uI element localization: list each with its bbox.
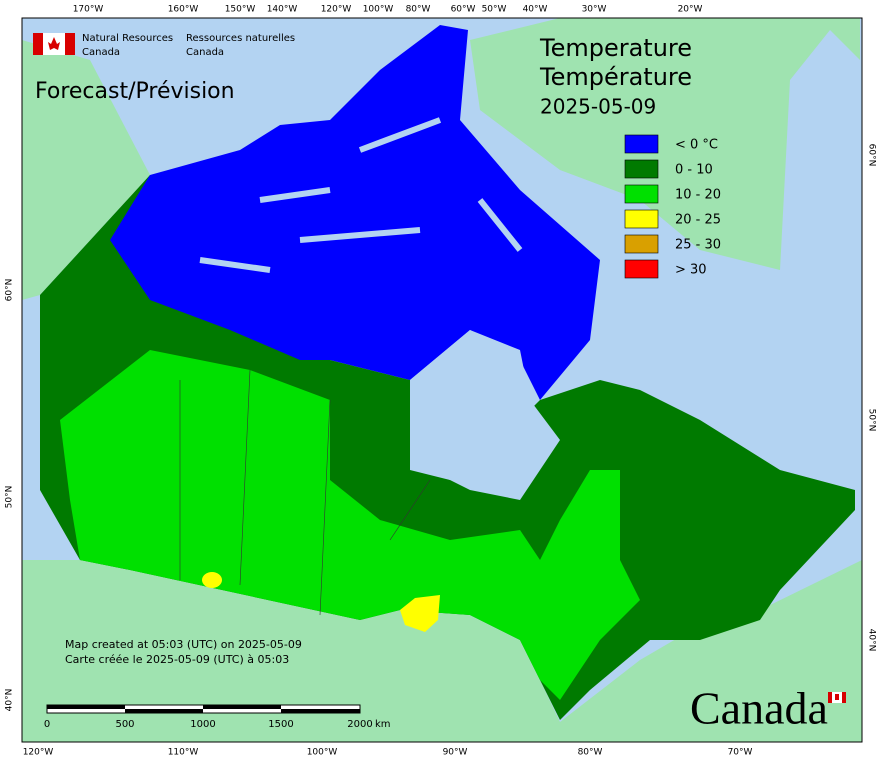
scale-seg (203, 705, 281, 709)
lat-label: 40°N (5, 689, 15, 712)
lon-label: 160°W (168, 5, 199, 15)
lon-label: 30°W (582, 5, 607, 15)
lon-label: 20°W (678, 5, 703, 15)
legend-swatch (624, 184, 659, 204)
scale-unit: km (375, 719, 391, 730)
lat-label: 40°N (867, 629, 877, 652)
legend-swatch (624, 134, 659, 154)
legend-label: 0 - 10 (675, 163, 713, 178)
lon-label: 80°W (406, 5, 431, 15)
legend-swatch (624, 209, 659, 229)
scale-label: 1000 (190, 719, 215, 730)
scale-bar (46, 704, 361, 714)
zone-20-25 (202, 572, 222, 588)
usa (22, 560, 862, 742)
scale-label: 2000 (347, 719, 372, 730)
title-en: Temperature (539, 34, 692, 62)
lon-label: 110°W (168, 748, 199, 758)
wordmark-flag (828, 692, 846, 703)
lon-label: 60°W (451, 5, 476, 15)
legend-label: 25 - 30 (675, 238, 721, 253)
legend-swatch (624, 259, 659, 279)
lat-label: 60°N (867, 144, 877, 167)
legend-label: 10 - 20 (675, 188, 721, 203)
alaska (22, 40, 150, 300)
title-fr: Température (539, 63, 692, 91)
map-frame (21, 17, 863, 743)
nrcan-flag (33, 33, 75, 55)
scale-seg (125, 709, 203, 713)
scale-seg (281, 709, 360, 713)
lon-label: 40°W (523, 5, 548, 15)
lat-label: 50°N (867, 409, 877, 432)
lat-label: 50°N (5, 486, 15, 509)
department-fr: Ressources naturelles (186, 33, 295, 44)
legend-label: < 0 °C (675, 138, 718, 153)
wm-flag-leaf (835, 694, 839, 700)
scale-label: 0 (44, 719, 50, 730)
zone-10-20 (60, 350, 640, 700)
wm-flag-bar (842, 692, 846, 703)
map (21, 17, 863, 743)
lon-label: 100°W (307, 748, 338, 758)
zone-20-25 (400, 595, 440, 632)
flag-bar (33, 33, 43, 55)
department-en: Canada (82, 47, 120, 58)
department-fr: Canada (186, 47, 224, 58)
scale-seg (47, 705, 125, 709)
title-date: 2025-05-09 (540, 95, 656, 119)
wm-flag-bar (828, 692, 832, 703)
lon-label: 100°W (363, 5, 394, 15)
lon-label: 50°W (482, 5, 507, 15)
lon-label: 120°W (321, 5, 352, 15)
wordmark: Canada (690, 683, 828, 734)
legend-label: > 30 (675, 263, 707, 278)
scale-label: 500 (115, 719, 134, 730)
legend-swatch (624, 234, 659, 254)
lon-label: 90°W (443, 748, 468, 758)
legend-swatch (624, 159, 659, 179)
province-borders (179, 369, 431, 616)
lon-label: 170°W (73, 5, 104, 15)
flag-leaf (48, 37, 60, 50)
hudson-bay (410, 330, 560, 500)
zone-below-0 (110, 25, 600, 400)
lon-label: 150°W (225, 5, 256, 15)
footer-line: Map created at 05:03 (UTC) on 2025-05-09 (65, 638, 302, 651)
lon-label: 140°W (267, 5, 298, 15)
greenland (470, 18, 860, 270)
lon-label: 80°W (578, 748, 603, 758)
lon-label: 120°W (23, 748, 54, 758)
scale-label: 1500 (268, 719, 293, 730)
product: Forecast/Prévision (35, 79, 235, 104)
department-en: Natural Resources (82, 33, 173, 44)
footer-line: Carte créée le 2025-05-09 (UTC) à 05:03 (65, 653, 289, 666)
flag-bar (65, 33, 75, 55)
lat-label: 60°N (5, 279, 15, 302)
legend-label: 20 - 25 (675, 213, 721, 228)
lon-label: 70°W (728, 748, 753, 758)
arctic-channels (199, 117, 523, 273)
